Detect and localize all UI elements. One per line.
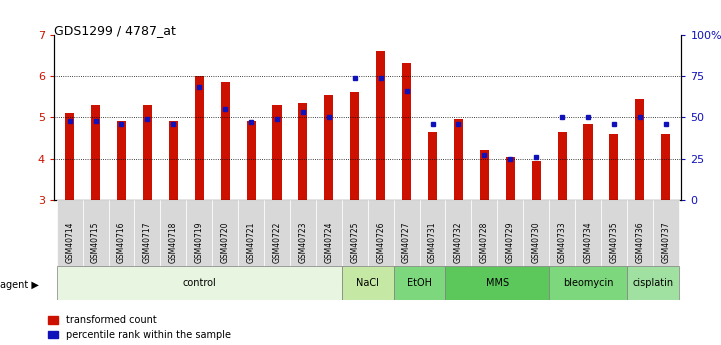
FancyBboxPatch shape (627, 200, 653, 285)
Text: GSM40719: GSM40719 (195, 222, 204, 263)
Text: GSM40716: GSM40716 (117, 222, 126, 263)
FancyBboxPatch shape (160, 200, 186, 285)
Legend: transformed count, percentile rank within the sample: transformed count, percentile rank withi… (48, 315, 231, 340)
FancyBboxPatch shape (394, 266, 446, 300)
FancyBboxPatch shape (497, 200, 523, 285)
Text: GSM40727: GSM40727 (402, 222, 411, 263)
Text: MMS: MMS (486, 278, 509, 288)
Text: NaCl: NaCl (356, 278, 379, 288)
Text: control: control (182, 278, 216, 288)
Bar (324, 95, 333, 200)
Text: GSM40725: GSM40725 (350, 222, 359, 263)
Bar (609, 134, 619, 200)
Bar (143, 105, 152, 200)
FancyBboxPatch shape (420, 200, 446, 285)
Text: GSM40723: GSM40723 (298, 222, 307, 263)
FancyBboxPatch shape (238, 200, 264, 285)
Bar (531, 161, 541, 200)
Text: EtOH: EtOH (407, 278, 432, 288)
FancyBboxPatch shape (342, 266, 394, 300)
Text: GSM40730: GSM40730 (531, 222, 541, 264)
Bar (402, 63, 411, 200)
FancyBboxPatch shape (212, 200, 238, 285)
FancyBboxPatch shape (394, 200, 420, 285)
Text: GSM40714: GSM40714 (65, 222, 74, 263)
FancyBboxPatch shape (342, 200, 368, 285)
Text: GDS1299 / 4787_at: GDS1299 / 4787_at (54, 24, 176, 37)
FancyBboxPatch shape (108, 200, 134, 285)
FancyBboxPatch shape (549, 266, 627, 300)
FancyBboxPatch shape (575, 200, 601, 285)
Bar (65, 113, 74, 200)
Text: GSM40729: GSM40729 (505, 222, 515, 263)
Text: GSM40732: GSM40732 (454, 222, 463, 263)
Bar (661, 134, 671, 200)
FancyBboxPatch shape (601, 200, 627, 285)
Text: GSM40715: GSM40715 (91, 222, 100, 263)
Text: GSM40722: GSM40722 (273, 222, 281, 263)
Text: GSM40718: GSM40718 (169, 222, 178, 263)
Text: GSM40728: GSM40728 (480, 222, 489, 263)
FancyBboxPatch shape (57, 266, 342, 300)
FancyBboxPatch shape (472, 200, 497, 285)
Bar (91, 105, 100, 200)
Text: GSM40720: GSM40720 (221, 222, 230, 263)
Bar (298, 103, 307, 200)
FancyBboxPatch shape (627, 266, 678, 300)
Text: cisplatin: cisplatin (632, 278, 673, 288)
FancyBboxPatch shape (83, 200, 108, 285)
Bar (454, 119, 463, 200)
Text: GSM40736: GSM40736 (635, 222, 645, 264)
Text: GSM40734: GSM40734 (583, 222, 593, 264)
Bar (117, 121, 126, 200)
Bar (169, 121, 178, 200)
Text: GSM40721: GSM40721 (247, 222, 255, 263)
Bar (428, 132, 437, 200)
Bar (376, 51, 385, 200)
Text: agent ▶: agent ▶ (0, 280, 39, 289)
FancyBboxPatch shape (264, 200, 290, 285)
FancyBboxPatch shape (523, 200, 549, 285)
Text: GSM40737: GSM40737 (661, 222, 671, 264)
FancyBboxPatch shape (653, 200, 678, 285)
FancyBboxPatch shape (290, 200, 316, 285)
Text: GSM40726: GSM40726 (376, 222, 385, 263)
FancyBboxPatch shape (316, 200, 342, 285)
FancyBboxPatch shape (186, 200, 212, 285)
Bar (247, 121, 256, 200)
Bar (273, 105, 281, 200)
Bar (557, 132, 567, 200)
FancyBboxPatch shape (57, 200, 83, 285)
Text: GSM40735: GSM40735 (609, 222, 619, 264)
FancyBboxPatch shape (134, 200, 160, 285)
FancyBboxPatch shape (549, 200, 575, 285)
Text: GSM40717: GSM40717 (143, 222, 152, 263)
Text: GSM40731: GSM40731 (428, 222, 437, 263)
Bar (195, 76, 204, 200)
FancyBboxPatch shape (446, 200, 472, 285)
Bar (221, 82, 230, 200)
FancyBboxPatch shape (368, 200, 394, 285)
Text: GSM40724: GSM40724 (324, 222, 333, 263)
Bar (583, 124, 593, 200)
Text: GSM40733: GSM40733 (557, 222, 567, 264)
FancyBboxPatch shape (446, 266, 549, 300)
Bar (479, 150, 489, 200)
Bar (635, 99, 645, 200)
Bar (350, 92, 359, 200)
Text: bleomycin: bleomycin (563, 278, 614, 288)
Bar (505, 157, 515, 200)
